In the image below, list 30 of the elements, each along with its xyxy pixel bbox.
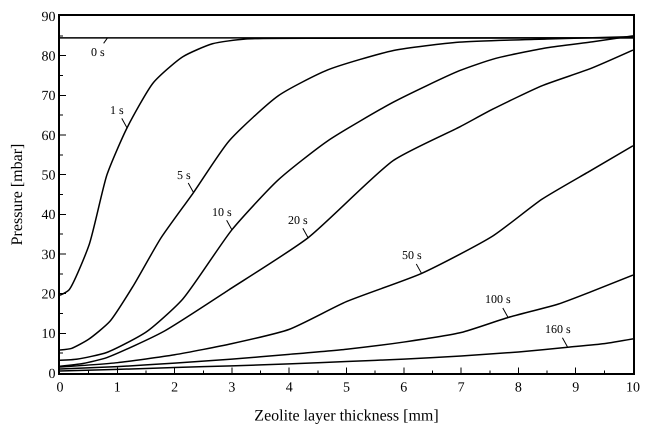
x-tick-label: 4 (286, 380, 293, 396)
x-tick-label: 3 (228, 380, 236, 396)
y-tick-label: 70 (41, 89, 56, 104)
y-tick-label: 20 (41, 288, 56, 303)
annotation: 20 s (288, 213, 308, 227)
x-tick-label: 5 (343, 380, 350, 396)
annotation: 160 s (545, 322, 571, 336)
y-tick-label: 50 (41, 168, 56, 184)
y-tick-label: 30 (41, 248, 56, 263)
annotation: 1 s (110, 103, 124, 117)
x-tick-label: 9 (572, 380, 580, 396)
y-tick-label: 0 (48, 366, 56, 382)
x-tick-label: 6 (400, 380, 408, 396)
y-axis-title: Pressure [mbar] (8, 144, 26, 246)
x-tick-label: 10 (626, 380, 640, 396)
x-tick-label: 8 (514, 380, 522, 396)
x-axis-title: Zeolite layer thickness [mm] (254, 408, 439, 425)
annotation: 5 s (177, 168, 191, 182)
annotation: 10 s (212, 205, 232, 219)
y-tick-label: 60 (41, 128, 56, 144)
annotation: 0 s (91, 45, 105, 59)
x-tick-label: 2 (171, 380, 178, 396)
y-tick-label: 40 (41, 208, 56, 224)
y-tick-label: 90 (41, 10, 56, 25)
annotation: 100 s (485, 292, 511, 306)
annotation: 50 s (402, 248, 422, 262)
x-tick-label: 7 (458, 380, 465, 396)
x-tick-label: 1 (114, 380, 121, 396)
y-tick-label: 80 (41, 50, 56, 65)
y-tick-label: 10 (41, 327, 56, 342)
